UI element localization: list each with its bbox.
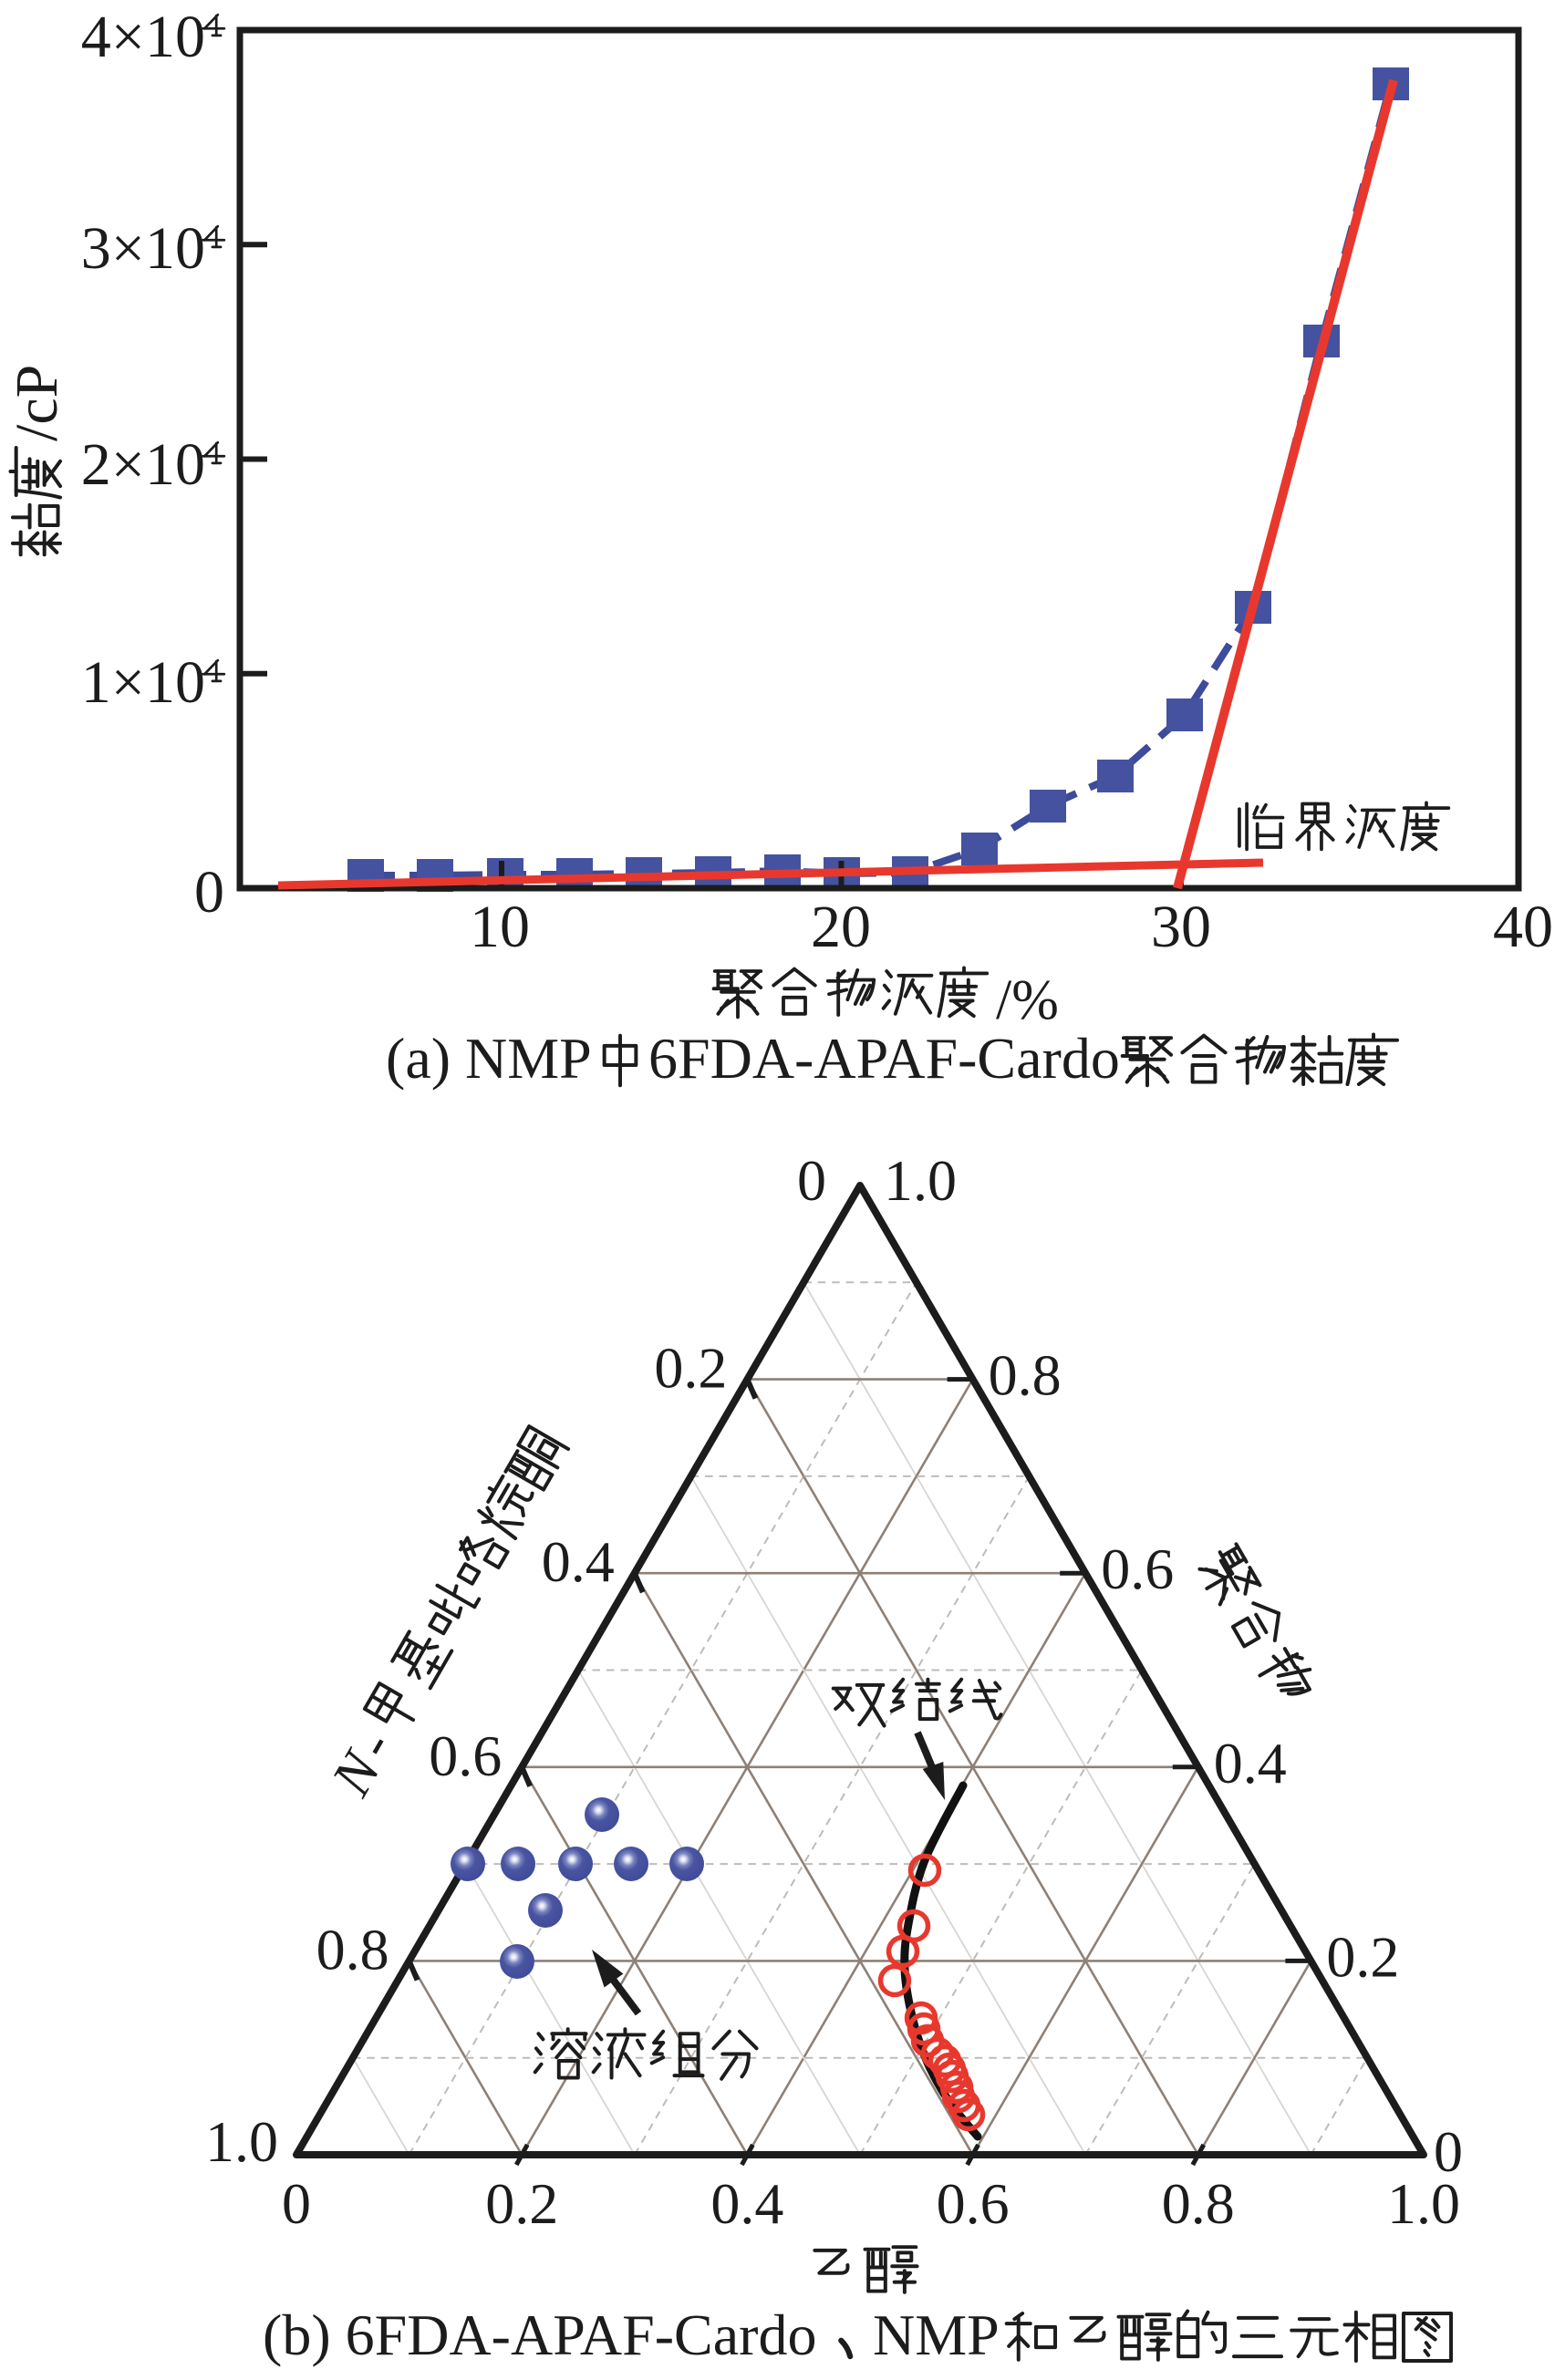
svg-text:0.4: 0.4 xyxy=(1214,1731,1287,1795)
svg-text:0: 0 xyxy=(1434,2119,1463,2184)
svg-text:0: 0 xyxy=(194,859,224,926)
svg-text:(b) 6FDA-APAF-Cardo: (b) 6FDA-APAF-Cardo xyxy=(263,2302,816,2367)
svg-text:1.0: 1.0 xyxy=(205,2109,278,2174)
svg-text:10: 10 xyxy=(470,894,530,960)
svg-text:0.6: 0.6 xyxy=(1101,1537,1174,1601)
svg-text:30: 30 xyxy=(1151,894,1211,960)
svg-text:2×10: 2×10 xyxy=(81,431,205,498)
svg-text:0.2: 0.2 xyxy=(485,2171,558,2236)
svg-text:0.8: 0.8 xyxy=(316,1917,389,1982)
svg-text:0.4: 0.4 xyxy=(542,1529,615,1594)
svg-text:0.8: 0.8 xyxy=(989,1343,1062,1408)
svg-text:0.6: 0.6 xyxy=(429,1723,502,1788)
svg-text:0.8: 0.8 xyxy=(1162,2171,1235,2236)
svg-text:0.6: 0.6 xyxy=(937,2171,1010,2236)
svg-text:6FDA-APAF-Cardo: 6FDA-APAF-Cardo xyxy=(648,1026,1120,1091)
svg-text:/%: /% xyxy=(996,969,1059,1031)
svg-text:3×10: 3×10 xyxy=(81,215,205,282)
svg-text:0.2: 0.2 xyxy=(654,1336,727,1401)
svg-text:20: 20 xyxy=(811,894,871,960)
svg-text:NMP: NMP xyxy=(873,2302,1000,2367)
svg-text:1.0: 1.0 xyxy=(1387,2171,1460,2236)
svg-text:0: 0 xyxy=(797,1148,826,1213)
svg-text:0.4: 0.4 xyxy=(710,2171,783,2236)
svg-text:/cP: /cP xyxy=(4,365,70,441)
svg-text:1.0: 1.0 xyxy=(884,1148,957,1213)
svg-text:0: 0 xyxy=(282,2171,311,2236)
svg-text:0.2: 0.2 xyxy=(1326,1924,1399,1989)
svg-text:1×10: 1×10 xyxy=(81,649,205,716)
svg-text:40: 40 xyxy=(1493,894,1553,960)
svg-text:4×10: 4×10 xyxy=(81,4,205,70)
svg-text:(a) NMP: (a) NMP xyxy=(386,1026,592,1091)
